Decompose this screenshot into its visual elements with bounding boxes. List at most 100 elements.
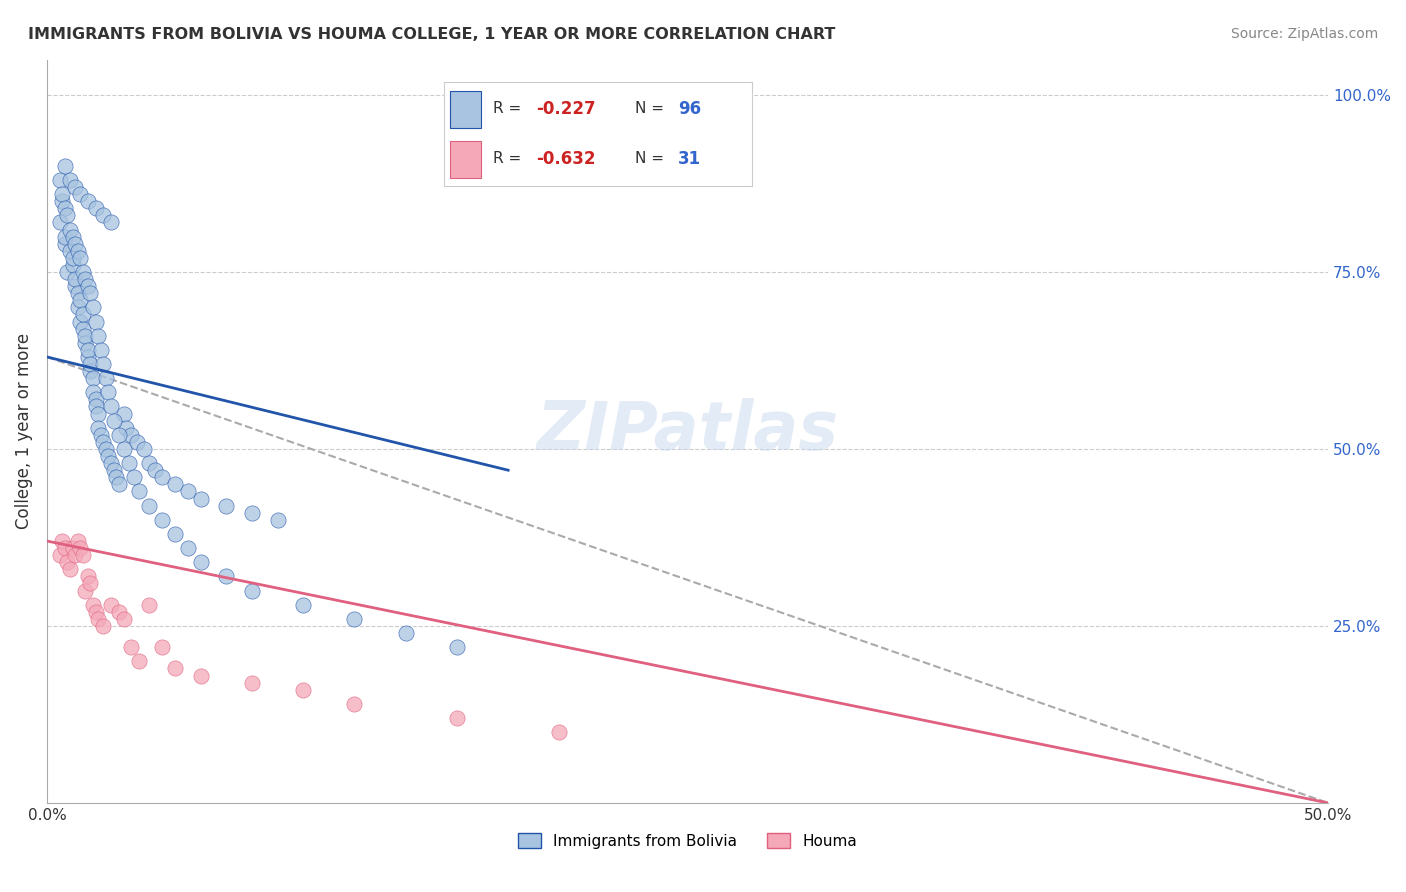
Point bbox=[77, 194, 100, 209]
Point bbox=[53, 201, 76, 215]
Point bbox=[292, 682, 315, 697]
Point bbox=[84, 605, 107, 619]
Point bbox=[446, 711, 468, 725]
Point bbox=[150, 470, 173, 484]
Point bbox=[75, 328, 97, 343]
Point bbox=[112, 407, 135, 421]
Text: ZIPatlas: ZIPatlas bbox=[537, 398, 838, 464]
Point bbox=[138, 499, 160, 513]
Point bbox=[53, 541, 76, 555]
Point bbox=[84, 392, 107, 407]
Point bbox=[82, 385, 104, 400]
Point bbox=[94, 442, 117, 456]
Point bbox=[115, 421, 138, 435]
Point bbox=[190, 491, 212, 506]
Point bbox=[69, 314, 91, 328]
Point bbox=[150, 513, 173, 527]
Point bbox=[107, 477, 129, 491]
Point bbox=[62, 229, 84, 244]
Point bbox=[63, 272, 86, 286]
Point bbox=[266, 513, 288, 527]
Point bbox=[63, 236, 86, 251]
Point bbox=[59, 173, 82, 187]
Point bbox=[77, 279, 100, 293]
Point bbox=[69, 541, 91, 555]
Point bbox=[90, 343, 112, 357]
Point bbox=[66, 533, 89, 548]
Point bbox=[63, 279, 86, 293]
Point bbox=[56, 265, 79, 279]
Point bbox=[87, 612, 110, 626]
Point bbox=[72, 308, 94, 322]
Point bbox=[91, 357, 114, 371]
Point bbox=[94, 371, 117, 385]
Point bbox=[48, 215, 70, 229]
Point bbox=[62, 541, 84, 555]
Point bbox=[150, 640, 173, 655]
Point bbox=[103, 463, 125, 477]
Point bbox=[63, 548, 86, 562]
Point bbox=[343, 697, 366, 711]
Point bbox=[75, 583, 97, 598]
Point bbox=[82, 371, 104, 385]
Point bbox=[163, 661, 186, 675]
Point bbox=[190, 555, 212, 569]
Point bbox=[100, 400, 122, 414]
Point bbox=[190, 668, 212, 682]
Point bbox=[120, 427, 142, 442]
Point bbox=[112, 612, 135, 626]
Point bbox=[56, 555, 79, 569]
Point bbox=[125, 434, 148, 449]
Point bbox=[163, 477, 186, 491]
Point bbox=[292, 598, 315, 612]
Point bbox=[53, 236, 76, 251]
Point bbox=[77, 350, 100, 364]
Point bbox=[87, 421, 110, 435]
Point bbox=[56, 208, 79, 222]
Point bbox=[91, 208, 114, 222]
Point bbox=[87, 328, 110, 343]
Point bbox=[72, 265, 94, 279]
Point bbox=[75, 335, 97, 350]
Point bbox=[59, 244, 82, 258]
Point bbox=[79, 576, 101, 591]
Point bbox=[107, 605, 129, 619]
Point bbox=[59, 562, 82, 576]
Point bbox=[100, 215, 122, 229]
Point bbox=[77, 569, 100, 583]
Point bbox=[59, 222, 82, 236]
Point bbox=[66, 286, 89, 301]
Point bbox=[112, 442, 135, 456]
Point bbox=[177, 541, 200, 555]
Point bbox=[90, 427, 112, 442]
Legend: Immigrants from Bolivia, Houma: Immigrants from Bolivia, Houma bbox=[512, 827, 863, 855]
Point bbox=[395, 626, 418, 640]
Point bbox=[51, 533, 73, 548]
Point bbox=[84, 201, 107, 215]
Point bbox=[97, 385, 120, 400]
Point bbox=[107, 427, 129, 442]
Y-axis label: College, 1 year or more: College, 1 year or more bbox=[15, 334, 32, 529]
Point bbox=[69, 293, 91, 308]
Point bbox=[163, 527, 186, 541]
Point bbox=[53, 229, 76, 244]
Point bbox=[100, 598, 122, 612]
Point bbox=[79, 364, 101, 378]
Point bbox=[66, 301, 89, 315]
Point bbox=[118, 456, 141, 470]
Point bbox=[72, 548, 94, 562]
Point bbox=[62, 258, 84, 272]
Point bbox=[215, 499, 238, 513]
Point bbox=[128, 654, 150, 668]
Point bbox=[72, 321, 94, 335]
Point bbox=[120, 640, 142, 655]
Point bbox=[63, 180, 86, 194]
Text: Source: ZipAtlas.com: Source: ZipAtlas.com bbox=[1230, 27, 1378, 41]
Point bbox=[343, 612, 366, 626]
Point bbox=[240, 506, 263, 520]
Point bbox=[48, 173, 70, 187]
Point bbox=[62, 251, 84, 265]
Point bbox=[97, 449, 120, 463]
Point bbox=[138, 456, 160, 470]
Point bbox=[91, 619, 114, 633]
